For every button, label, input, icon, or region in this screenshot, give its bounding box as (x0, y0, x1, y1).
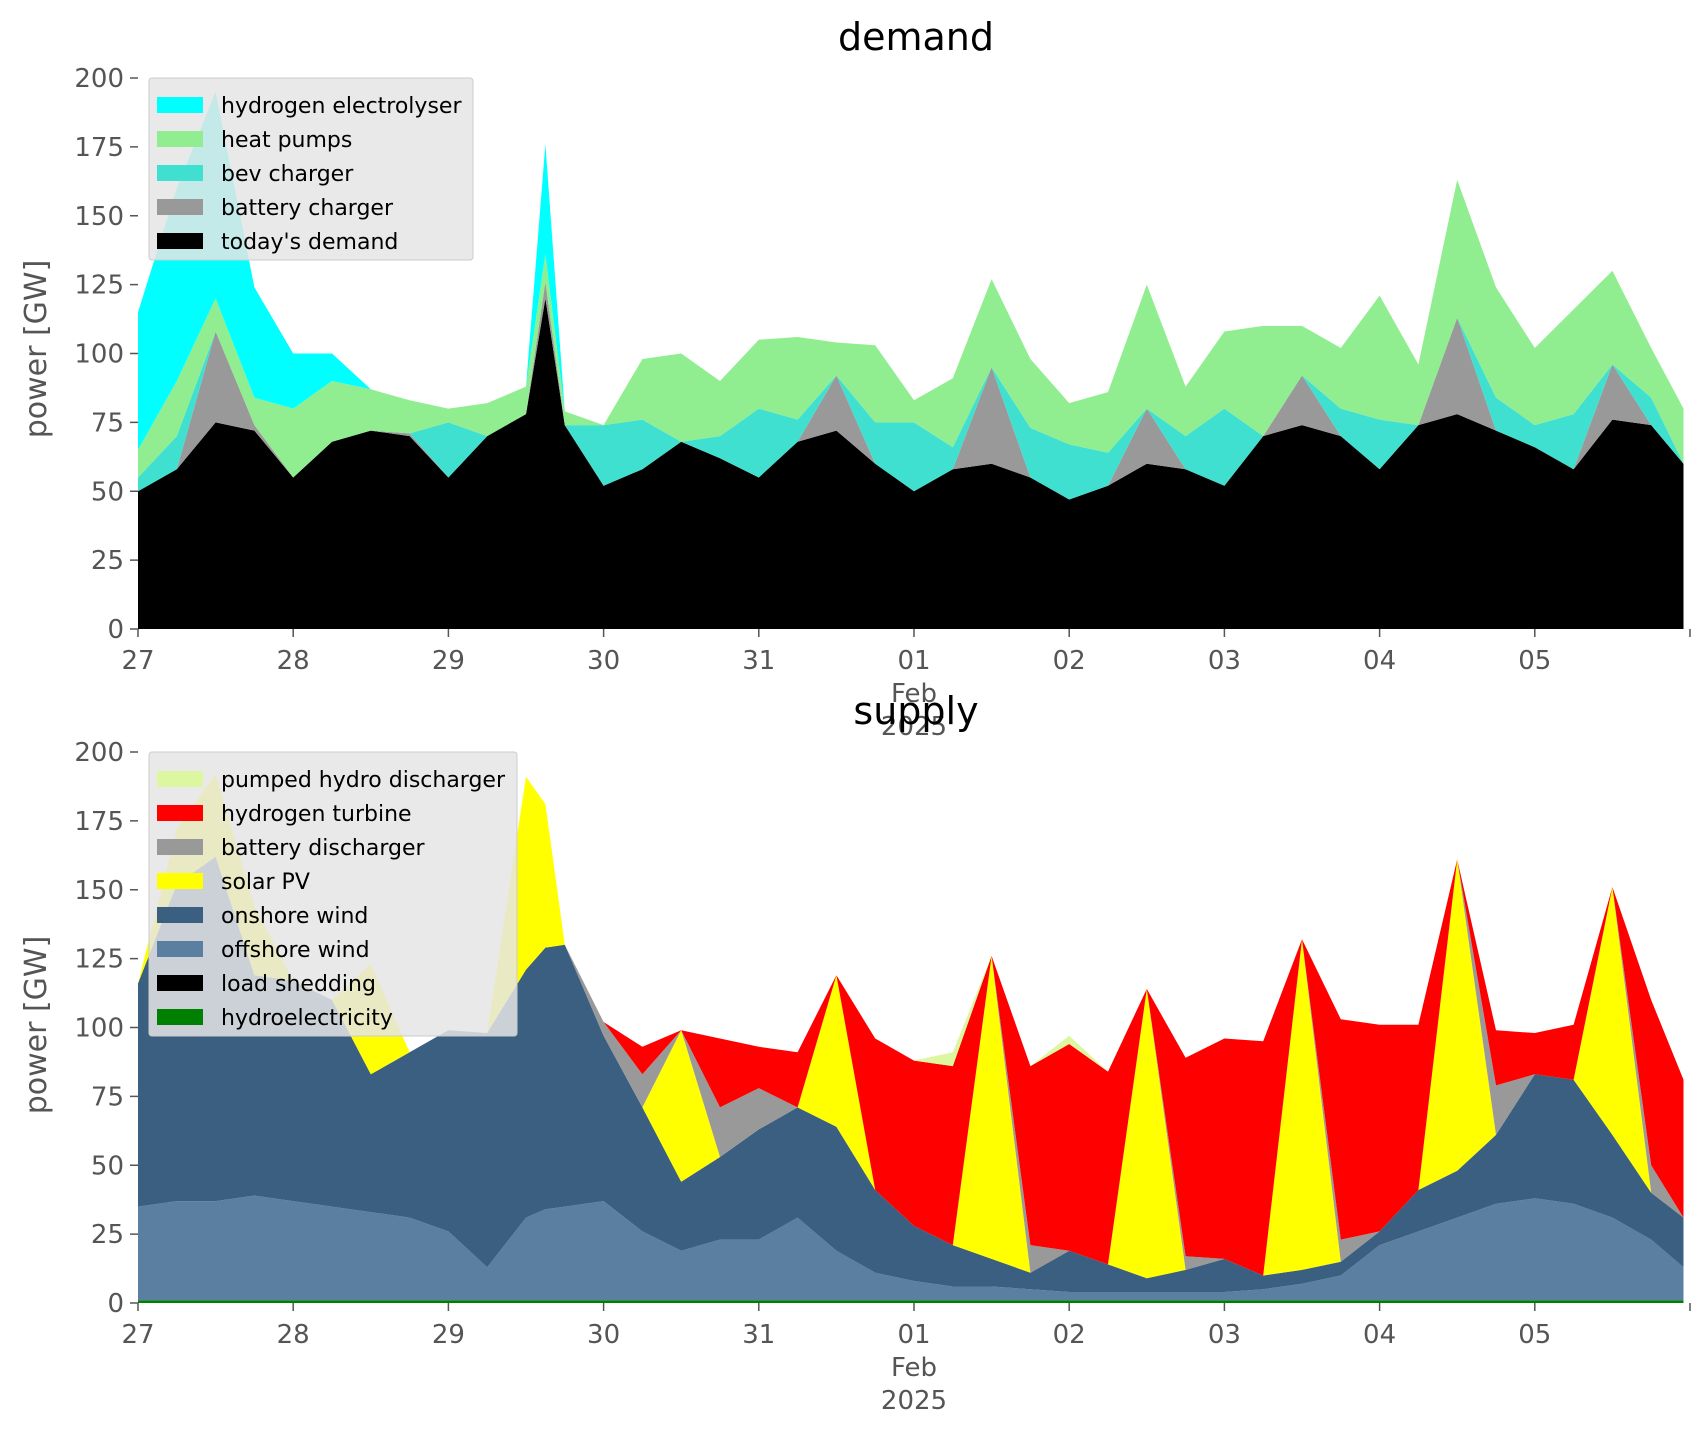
y-tick-label: 200 (74, 64, 124, 94)
x-tick-label: 30 (587, 1320, 620, 1350)
x-tick-label: 2025 (881, 1386, 947, 1416)
x-tick-label: 29 (432, 1320, 465, 1350)
legend-swatch (157, 97, 203, 113)
x-tick-label: 02 (1053, 1320, 1086, 1350)
x-tick-label: 2025 (881, 712, 947, 742)
legend-swatch (157, 199, 203, 215)
area-solar-pv (138, 774, 1684, 1279)
x-tick-label: 27 (121, 1320, 154, 1350)
legend-swatch (157, 233, 203, 249)
area-hydroelectricity (138, 1300, 1684, 1303)
legend-swatch (157, 805, 203, 821)
legend-label: offshore wind (221, 938, 370, 963)
y-tick-label: 200 (74, 738, 124, 768)
legend-label: onshore wind (221, 904, 368, 929)
area-bev-charger (138, 281, 1684, 500)
area-onshore-wind (138, 856, 1684, 1292)
legend-label: battery discharger (221, 836, 426, 861)
y-tick-label: 25 (91, 546, 124, 576)
legend-swatch (157, 771, 203, 787)
area-layers (138, 774, 1684, 1303)
legend-box (148, 77, 474, 261)
legend-swatch (157, 975, 203, 991)
x-tick-label: 02 (1053, 646, 1086, 676)
legend-swatch (157, 131, 203, 147)
chart-title: demand (838, 15, 994, 59)
legend-label: battery charger (221, 196, 394, 221)
x-tick-label: 29 (432, 646, 465, 676)
area-today-s-demand (138, 298, 1684, 629)
x-tick-label: 03 (1208, 1320, 1241, 1350)
y-tick-label: 75 (91, 1082, 124, 1112)
legend-label: heat pumps (221, 128, 352, 153)
y-tick-label: 100 (74, 1014, 124, 1044)
x-tick-label: 05 (1518, 1320, 1551, 1350)
y-tick-label: 125 (74, 271, 124, 301)
axes: 0 25 50 75 100 125 150 175 200 27 28 29 30 31 01Feb202… (74, 738, 1691, 1416)
x-tick-label: 28 (277, 1320, 310, 1350)
legend-label: hydrogen electrolyser (221, 94, 462, 119)
area-layers (138, 91, 1684, 629)
y-tick-label: 175 (74, 807, 124, 837)
x-tick-label: 04 (1363, 1320, 1396, 1350)
y-axis-label: power [GW] (19, 936, 54, 1115)
legend-label: pumped hydro discharger (221, 768, 506, 793)
x-tick-label: 28 (277, 646, 310, 676)
legend-swatch (157, 1009, 203, 1025)
legend-label: hydroelectricity (221, 1006, 393, 1031)
legend-label: bev charger (221, 162, 354, 187)
y-tick-label: 100 (74, 340, 124, 370)
y-tick-label: 125 (74, 945, 124, 975)
legend-swatch (157, 165, 203, 181)
area-offshore-wind (138, 1195, 1684, 1301)
legend-box (148, 751, 518, 1037)
legend-swatch (157, 941, 203, 957)
x-tick-label: 05 (1518, 646, 1551, 676)
x-tick-label: 01 (897, 646, 930, 676)
legend-swatch (157, 907, 203, 923)
x-tick-label: 31 (742, 646, 775, 676)
area-hydrogen-turbine (138, 774, 1684, 1276)
x-tick-label: 30 (587, 646, 620, 676)
y-tick-label: 75 (91, 408, 124, 438)
y-tick-label: 175 (74, 133, 124, 163)
area-heat-pumps (138, 179, 1684, 478)
x-tick-label: Feb (891, 1353, 937, 1383)
x-tick-label: 01 (897, 1320, 930, 1350)
x-tick-label: 04 (1363, 646, 1396, 676)
legend-label: today's demand (221, 230, 398, 255)
x-tick-label: 31 (742, 1320, 775, 1350)
y-tick-label: 25 (91, 1220, 124, 1250)
y-tick-label: 150 (74, 876, 124, 906)
legend: pumped hydro discharger hydrogen turbine b… (148, 751, 518, 1037)
y-tick-label: 150 (74, 202, 124, 232)
y-axis-label: power [GW] (19, 260, 54, 439)
legend-label: solar PV (221, 870, 310, 895)
demand-chart: demand power [GW] 0 25 50 75 100 125 150 175 200… (19, 15, 1691, 742)
legend: hydrogen electrolyser heat pumps bev charg… (148, 77, 474, 261)
x-tick-label: 27 (121, 646, 154, 676)
supply-chart: supply power [GW] 0 25 50 75 100 125 150 175 200… (19, 689, 1691, 1416)
legend-swatch (157, 839, 203, 855)
x-tick-label: Feb (891, 679, 937, 709)
legend-swatch (157, 873, 203, 889)
axes: 0 25 50 75 100 125 150 175 200 27 28 29 30 31 01Feb202… (74, 64, 1691, 742)
x-tick-label: 03 (1208, 646, 1241, 676)
chart-title: supply (853, 689, 978, 733)
y-tick-label: 0 (107, 615, 124, 645)
y-tick-label: 50 (91, 477, 124, 507)
legend-label: hydrogen turbine (221, 802, 412, 827)
y-tick-label: 0 (107, 1289, 124, 1319)
y-tick-label: 50 (91, 1151, 124, 1181)
legend-label: load shedding (221, 972, 376, 997)
